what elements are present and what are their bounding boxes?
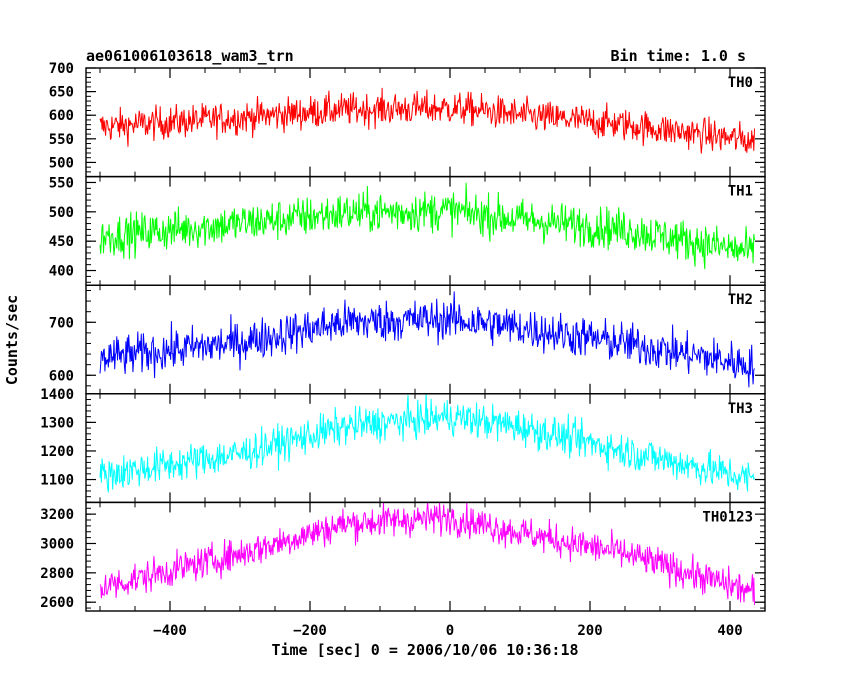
y-tick-label: 550 [49, 132, 74, 148]
y-tick-label: 2800 [40, 566, 74, 582]
panel-th2: 600 700 TH2 [49, 284, 766, 395]
y-tick-label: 650 [49, 85, 74, 101]
x-axis: −400 −200 0 200 400 [153, 623, 743, 639]
y-tick-label: 1400 [40, 387, 74, 403]
series-line-th1 [99, 182, 755, 270]
panel-label-th1: TH1 [728, 184, 753, 200]
panel-frame [85, 501, 766, 612]
y-tick-label: 550 [49, 175, 74, 191]
x-tick-label: −400 [153, 623, 187, 639]
series-line-th0 [99, 87, 755, 154]
panel-th0123: 2600 2800 3000 3200 TH0123 [40, 501, 766, 612]
x-axis-label: Time [sec] 0 = 2006/10/06 10:36:18 [271, 641, 578, 659]
y-tick-label: 3200 [40, 507, 74, 523]
panel-label-th0123: TH0123 [702, 509, 753, 525]
y-tick-label: 1200 [40, 444, 74, 460]
y-tick-label: 500 [49, 155, 74, 171]
y-tick-label: 1100 [40, 473, 74, 489]
y-tick-label: 2600 [40, 595, 74, 611]
panel-th3: 1100 1200 1300 1400 TH3 [40, 387, 766, 504]
panels-group: 500 550 600 650 700 TH0 400 450 500 550 TH1 600 700 T… [40, 61, 766, 612]
y-axis-label: Counts/sec [3, 295, 21, 385]
series-line-th3 [99, 393, 755, 493]
chart-title: ae061006103618_wam3_trn [86, 47, 294, 65]
series-line-th2 [99, 291, 755, 388]
y-tick-label: 600 [49, 368, 74, 384]
panel-label-th3: TH3 [728, 401, 753, 417]
y-tick-label: 400 [49, 264, 74, 280]
x-tick-label: 200 [577, 623, 602, 639]
bin-time-label: Bin time: 1.0 s [611, 47, 746, 65]
y-tick-label: 700 [49, 61, 74, 77]
x-tick-label: 0 [446, 623, 454, 639]
panel-label-th0: TH0 [728, 75, 753, 91]
panel-th1: 400 450 500 550 TH1 [49, 175, 766, 286]
series-line-th0123 [99, 502, 755, 605]
y-tick-label: 500 [49, 205, 74, 221]
panel-th0: 500 550 600 650 700 TH0 [49, 61, 766, 178]
y-tick-label: 450 [49, 234, 74, 250]
y-tick-label: 700 [49, 315, 74, 331]
y-tick-label: 1300 [40, 415, 74, 431]
y-tick-label: 3000 [40, 536, 74, 552]
x-tick-label: −200 [293, 623, 327, 639]
panel-label-th2: TH2 [728, 292, 753, 308]
y-tick-label: 600 [49, 108, 74, 124]
x-tick-label: 400 [717, 623, 742, 639]
